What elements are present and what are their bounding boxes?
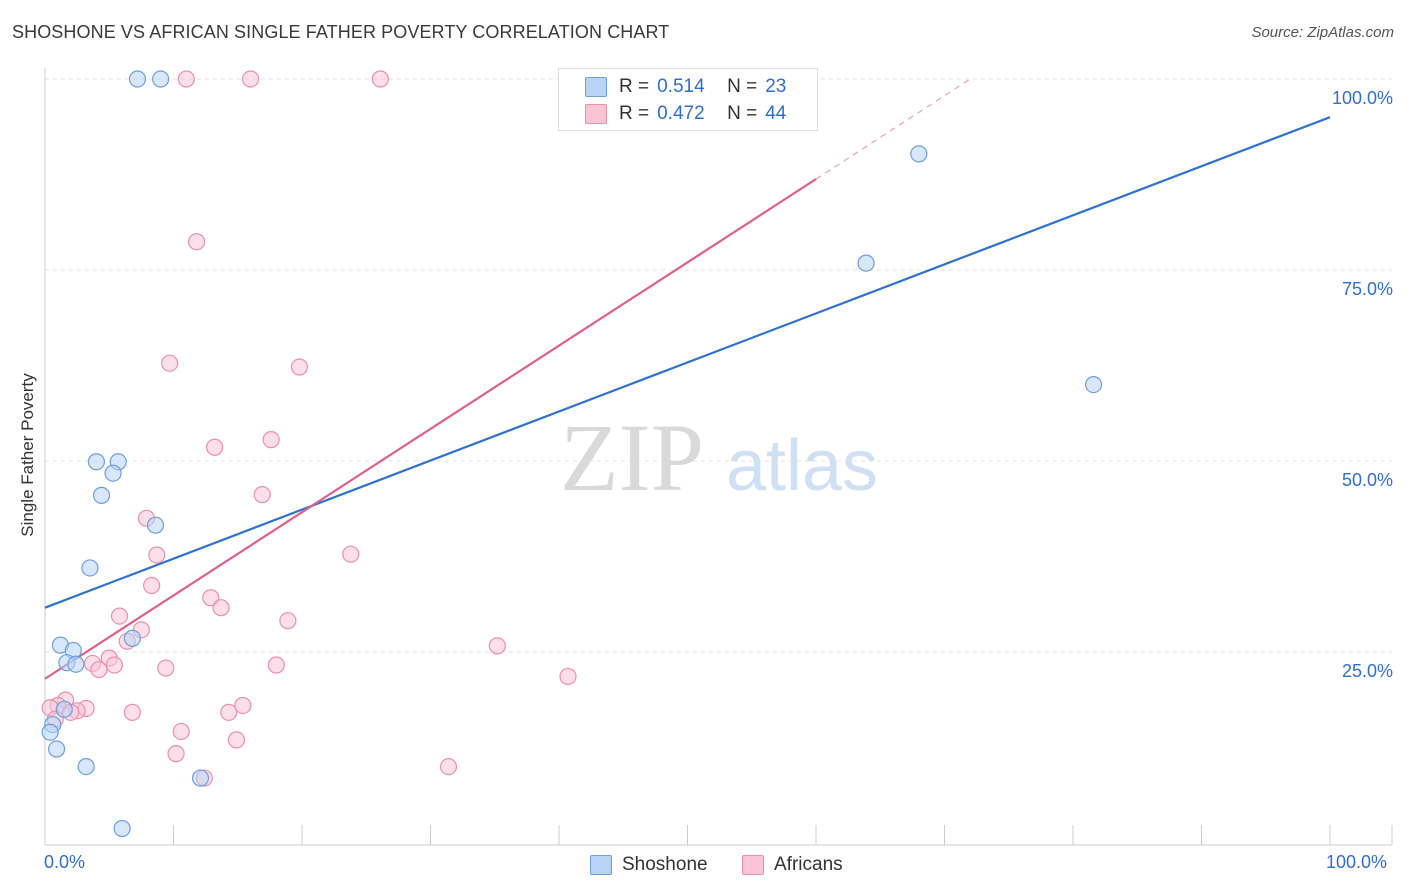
africans-point <box>172 722 190 741</box>
shoshone-point <box>113 819 131 838</box>
legend-item-shoshone[interactable]: Shoshone <box>590 852 708 878</box>
source-note: Source: ZipAtlas.com <box>1251 24 1394 41</box>
shoshone-point <box>128 70 147 88</box>
n-label: N = <box>727 103 758 124</box>
africans-point <box>90 660 108 679</box>
gridlines <box>45 78 1392 653</box>
africans-point <box>253 486 271 504</box>
n-value: 23 <box>765 76 787 97</box>
legend-row-shoshone: R = 0.514 N = 23 <box>585 75 787 99</box>
africans-point <box>371 70 389 88</box>
shoshone-point <box>92 486 111 504</box>
shoshone-point <box>81 559 99 577</box>
shoshone-point <box>857 254 875 272</box>
africans-point <box>262 431 280 449</box>
shoshone-point <box>104 464 122 482</box>
y-tick-label: 50.0% <box>1342 470 1393 490</box>
africans-point <box>559 667 577 686</box>
watermark-atlas: atlas <box>726 426 878 506</box>
shoshone-point <box>123 629 141 647</box>
africans-point <box>290 358 309 376</box>
y-tick-label: 25.0% <box>1342 661 1393 681</box>
shoshone-point <box>87 453 106 471</box>
legend-row-africans: R = 0.472 N = 44 <box>585 102 787 126</box>
n-label: N = <box>727 76 758 97</box>
r-label: R = <box>619 76 650 97</box>
watermark-zip: ZIP <box>560 404 704 511</box>
africans-point <box>220 703 238 721</box>
africans-point <box>439 757 458 776</box>
axes <box>44 68 1393 846</box>
africans-point <box>157 659 175 677</box>
africans-point <box>212 599 230 617</box>
chart-title: SHOSHONE VS AFRICAN SINGLE FATHER POVERT… <box>12 22 670 42</box>
shoshone-legend-swatch <box>590 855 612 875</box>
y-tick-label: 100.0% <box>1332 88 1393 108</box>
africans-point <box>342 545 360 563</box>
shoshone-point <box>77 757 95 776</box>
africans-swatch <box>585 104 607 124</box>
stats-legend: R = 0.514 N = 23 R = 0.472 N = 44 <box>558 68 818 131</box>
y-tick-label: 75.0% <box>1342 279 1393 299</box>
shoshone-point <box>67 655 85 673</box>
trendlines <box>44 78 1331 680</box>
africans-point <box>148 546 166 564</box>
shoshone-legend-label: Shoshone <box>622 854 708 875</box>
africans-point <box>188 233 206 251</box>
africans-point <box>279 612 297 630</box>
r-value: 0.514 <box>657 76 705 97</box>
africans-point <box>227 731 246 749</box>
africans-legend-swatch <box>742 855 764 875</box>
shoshone-point <box>1084 376 1103 394</box>
n-value: 44 <box>765 103 787 124</box>
africans-point <box>143 576 161 595</box>
watermark: ZIP atlas <box>560 404 878 511</box>
africans-point <box>206 438 224 456</box>
shoshone-point <box>55 700 73 718</box>
africans-point <box>242 70 260 88</box>
africans-point <box>110 607 129 625</box>
africans-point <box>488 637 506 655</box>
africans-point <box>161 354 179 372</box>
africans-point <box>177 70 195 88</box>
r-value: 0.472 <box>657 103 705 124</box>
africans-trendline <box>44 178 817 680</box>
y-tick-labels: 25.0% 50.0% 75.0% 100.0% <box>1332 88 1393 681</box>
shoshone-point <box>191 769 210 787</box>
africans-point <box>234 696 252 715</box>
shoshone-point <box>910 145 928 163</box>
shoshone-swatch <box>585 77 607 97</box>
africans-point <box>167 745 185 763</box>
x-tick-label-max: 100.0% <box>1326 852 1388 872</box>
data-points <box>41 70 1103 838</box>
x-tick-label-min: 0.0% <box>44 852 86 872</box>
shoshone-point <box>47 740 66 758</box>
africans-point <box>123 703 141 721</box>
shoshone-point <box>41 723 59 741</box>
shoshone-point <box>146 516 165 534</box>
r-label: R = <box>619 103 650 124</box>
shoshone-point <box>152 70 170 88</box>
shoshone-trendline <box>44 116 1331 609</box>
africans-point <box>267 656 285 674</box>
legend-item-africans[interactable]: Africans <box>742 852 843 878</box>
africans-legend-label: Africans <box>774 854 843 875</box>
africans-trendline-extension <box>815 78 971 180</box>
africans-point <box>105 656 123 674</box>
africans-point <box>202 589 220 607</box>
